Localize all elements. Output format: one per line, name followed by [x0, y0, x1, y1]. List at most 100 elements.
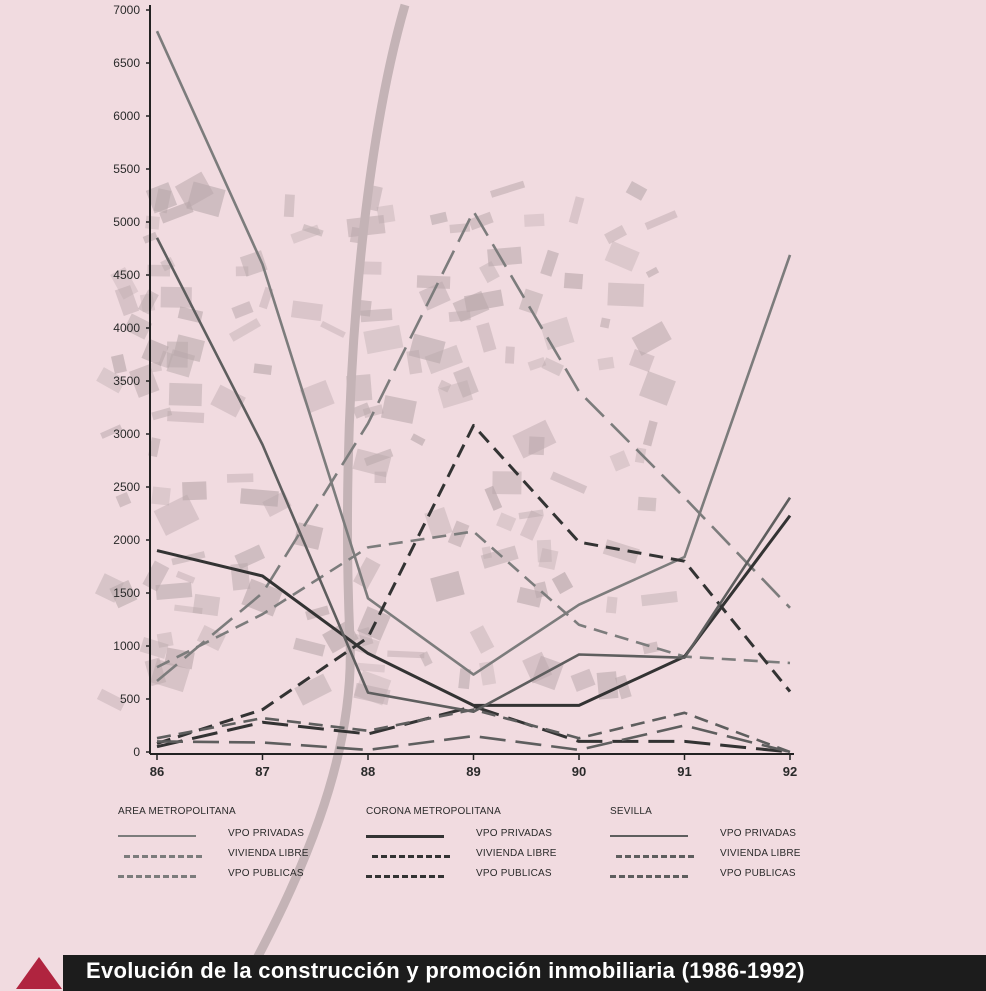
map-block — [568, 196, 585, 225]
x-tick-label: 92 — [783, 764, 797, 779]
legend-label: VPO PUBLICAS — [720, 868, 796, 879]
map-block — [424, 344, 463, 375]
y-tick-label: 2000 — [113, 533, 140, 547]
x-tick-label: 88 — [361, 764, 375, 779]
map-block — [607, 282, 645, 307]
y-tick-label: 5000 — [113, 215, 140, 229]
map-block — [639, 370, 676, 406]
y-tick-label: 0 — [133, 745, 140, 759]
chart-caption: Evolución de la construcción y promoción… — [86, 958, 805, 983]
map-block — [147, 264, 171, 277]
legend-swatch — [366, 835, 444, 838]
map-block — [110, 266, 139, 300]
legend-group-title: AREA METROPOLITANA — [118, 806, 236, 817]
map-block — [153, 494, 200, 536]
legend-label: VIVIENDA LIBRE — [720, 848, 801, 859]
x-tick-label: 86 — [150, 764, 164, 779]
caption-triangle-icon — [16, 957, 62, 989]
map-block — [210, 384, 246, 418]
map-block — [305, 605, 330, 621]
legend-label: VPO PUBLICAS — [476, 868, 552, 879]
caption-bar — [63, 955, 986, 991]
map-block — [424, 506, 453, 539]
map-block — [437, 379, 452, 393]
map-block — [550, 471, 588, 494]
map-block — [484, 485, 503, 511]
map-block — [363, 324, 404, 355]
map-block — [380, 395, 417, 424]
map-block — [419, 651, 433, 667]
map-block — [644, 210, 678, 230]
map-block — [155, 582, 193, 600]
map-background — [94, 3, 678, 991]
map-block — [528, 436, 545, 456]
legend-swatch — [610, 875, 688, 878]
map-block — [540, 249, 559, 277]
map-block — [174, 604, 203, 615]
map-block — [174, 171, 214, 209]
map-block — [234, 544, 266, 570]
map-block — [231, 301, 254, 319]
y-tick-label: 6000 — [113, 109, 140, 123]
map-block — [362, 404, 384, 419]
map-block — [387, 650, 425, 659]
map-block — [496, 512, 517, 532]
y-tick-label: 4500 — [113, 268, 140, 282]
map-block — [167, 411, 205, 424]
map-block — [177, 306, 204, 324]
map-block — [492, 471, 522, 495]
y-tick-label: 4000 — [113, 321, 140, 335]
map-block — [148, 437, 161, 458]
x-tick-label: 89 — [466, 764, 480, 779]
legend-swatch — [118, 875, 196, 878]
y-tick-label: 1500 — [113, 586, 140, 600]
map-block — [524, 213, 545, 227]
map-block — [253, 363, 273, 376]
map-block — [637, 496, 657, 512]
map-block — [518, 288, 544, 315]
legend-group-title: SEVILLA — [610, 806, 652, 817]
map-block — [512, 419, 557, 459]
map-block — [416, 275, 451, 289]
map-block — [96, 688, 126, 712]
y-tick-label: 500 — [120, 692, 140, 706]
map-block — [299, 379, 335, 414]
y-tick-label: 3000 — [113, 427, 140, 441]
series-line-corona-metropolitana-vpo-privadas — [156, 514, 792, 707]
map-block — [353, 557, 381, 590]
map-block — [293, 637, 326, 657]
map-block — [604, 225, 627, 245]
map-block — [410, 433, 426, 446]
map-block — [229, 318, 261, 342]
x-tick-label: 87 — [255, 764, 269, 779]
map-block — [226, 473, 254, 483]
map-block — [139, 293, 156, 313]
map-block — [115, 491, 132, 508]
map-block — [320, 320, 346, 338]
chart-axes: 0 500 1000 1500 2000 2500 3000 3500 4000 4500 5000… — [113, 3, 797, 779]
map-river — [236, 3, 410, 991]
y-tick-label: 6500 — [113, 56, 140, 70]
map-block — [352, 402, 372, 419]
map-block — [505, 346, 515, 364]
map-block — [570, 668, 596, 692]
map-block — [468, 211, 494, 231]
map-block — [640, 591, 678, 607]
map-block — [258, 286, 274, 310]
map-block — [159, 201, 194, 224]
y-tick-label: 3500 — [113, 374, 140, 388]
legend-label: VPO PRIVADAS — [228, 828, 305, 839]
map-block — [522, 651, 553, 684]
map-block — [239, 250, 268, 277]
series-line-sevilla-vpo-publicas — [156, 724, 791, 754]
map-block — [604, 241, 640, 272]
map-block — [109, 579, 138, 609]
series-line-sevilla-vivienda-libre — [156, 708, 791, 754]
legend-label: VPO PUBLICAS — [228, 868, 304, 879]
map-block — [123, 313, 153, 340]
map-block — [302, 224, 324, 237]
map-block — [476, 322, 497, 353]
map-block — [145, 215, 160, 230]
map-block — [137, 289, 159, 315]
